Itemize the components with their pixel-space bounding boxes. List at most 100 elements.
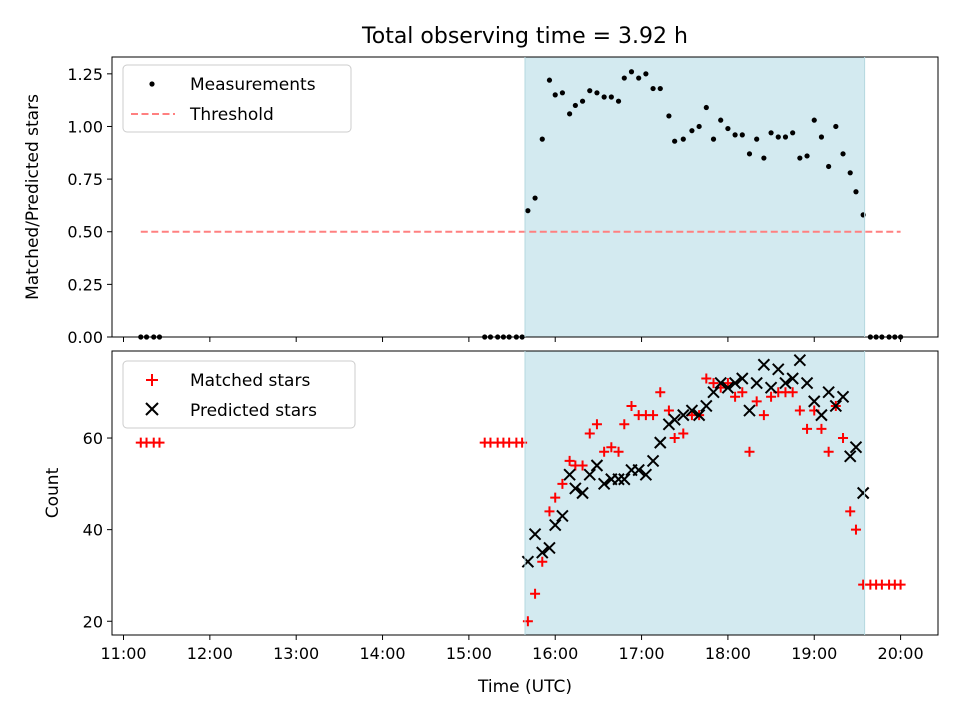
- bottom-panel: 11:00 12:00 13:00 14:00 15:00 16:00 17:00 18:00…: [43, 350, 939, 697]
- measurement-point: [718, 117, 724, 123]
- measurement-point: [608, 94, 614, 100]
- measurement-point: [761, 155, 767, 161]
- matched-star-point: [850, 524, 861, 535]
- matched-star-point: [626, 400, 637, 411]
- predicted-star-point: [685, 404, 699, 417]
- predicted-star-point: [569, 482, 582, 495]
- bottom-y-ticks: 20 40 60: [83, 429, 112, 631]
- y-tick-label: 0.25: [67, 275, 103, 294]
- measurement-point: [572, 102, 578, 109]
- predicted-star-point: [829, 399, 843, 413]
- measurement-point: [650, 85, 656, 92]
- matched-star-point: [550, 492, 561, 503]
- matched-star-point: [701, 373, 712, 384]
- predicted-star-point: [563, 468, 576, 481]
- measurement-point: [775, 134, 781, 140]
- predicted-star-point: [728, 376, 742, 390]
- measurement-point: [746, 151, 753, 157]
- matched-star-point: [606, 442, 617, 453]
- measurement-point: [628, 69, 635, 75]
- predicted-star-point: [808, 395, 821, 408]
- predicted-star-point: [772, 363, 785, 376]
- measurement-point: [680, 136, 686, 142]
- y-tick-label: 20: [83, 612, 103, 631]
- predicted-star-point: [646, 454, 660, 468]
- matched-star-point: [564, 455, 575, 466]
- predicted-star-point: [668, 413, 681, 426]
- matched-star-point: [823, 446, 834, 457]
- measurement-point: [826, 163, 832, 170]
- x-tick-label: 12:00: [187, 644, 233, 663]
- predicted-star-point: [793, 353, 807, 367]
- predicted-star-point: [549, 518, 562, 532]
- measurement-point: [601, 94, 607, 100]
- top-legend-box: [122, 64, 352, 133]
- predicted-star-point: [632, 463, 645, 477]
- top-x-ticks: [123, 337, 902, 342]
- measurement-point: [621, 75, 627, 81]
- predicted-star-point: [856, 486, 870, 500]
- x-tick-label: 20:00: [878, 644, 924, 663]
- matched-star-point: [802, 423, 813, 434]
- x-tick-label: 19:00: [791, 644, 837, 663]
- measurement-point: [657, 85, 663, 92]
- measurement-point: [546, 77, 553, 83]
- predicted-star-point: [700, 399, 713, 413]
- measurement-point: [847, 170, 853, 176]
- measurement-point: [782, 134, 789, 140]
- measurement-point: [594, 90, 600, 96]
- predicted-star-point: [612, 473, 625, 486]
- measurement-point: [552, 92, 558, 98]
- bottom-legend: Matched stars Predicted stars: [122, 360, 356, 429]
- matched-star-point: [730, 391, 741, 402]
- measurement-point: [768, 130, 774, 136]
- matched-star-point: [845, 506, 856, 517]
- matched-star-point: [619, 419, 630, 430]
- predicted-star-point: [583, 468, 596, 481]
- measurement-point: [539, 136, 545, 142]
- predicted-star-point: [536, 546, 549, 559]
- predicted-star-point: [844, 450, 857, 463]
- y-tick-label: 60: [83, 429, 103, 448]
- y-tick-label: 0.00: [67, 328, 103, 347]
- bottom-shaded-region: [525, 351, 865, 635]
- figure-title: Total observing time = 3.92 h: [361, 24, 688, 49]
- measurement-point: [710, 136, 717, 142]
- matched-star-point: [895, 579, 906, 590]
- predicted-star-point: [590, 459, 604, 472]
- predicted-star-point: [692, 408, 706, 422]
- predicted-star-point: [750, 376, 763, 390]
- legend-label-matched: Matched stars: [190, 371, 310, 391]
- y-tick-label: 1.00: [67, 117, 103, 136]
- predicted-star-point: [576, 486, 589, 500]
- predicted-star-point: [707, 386, 720, 399]
- matched-star-point: [537, 556, 548, 567]
- matched-star-point: [708, 378, 719, 389]
- measurement-point: [833, 123, 839, 130]
- measurement-point: [703, 104, 709, 111]
- legend-marker-matched: [146, 374, 158, 386]
- predicted-star-point: [757, 358, 771, 371]
- measurement-point: [754, 136, 760, 142]
- matched-star-point: [591, 419, 602, 430]
- bottom-legend-box: [122, 360, 356, 429]
- measurement-point: [790, 130, 796, 136]
- predicted-star-point: [721, 381, 735, 394]
- measurement-point: [643, 71, 649, 77]
- matched-star-point: [613, 446, 624, 457]
- measurement-point: [587, 88, 593, 94]
- measurement-point: [818, 134, 825, 140]
- matched-star-point: [557, 478, 568, 489]
- matched-star-point: [766, 391, 777, 402]
- matched-star-point: [648, 410, 659, 421]
- measurement-point: [811, 117, 817, 123]
- matched-star-point: [584, 428, 595, 439]
- matched-star-point: [530, 588, 541, 599]
- y-tick-label: 0.50: [67, 223, 103, 242]
- matched-star-point: [655, 387, 666, 398]
- legend-label-measurements: Measurements: [190, 75, 316, 95]
- matched-star-point: [737, 387, 748, 398]
- measurement-point: [725, 125, 731, 132]
- predicted-star-point: [736, 372, 749, 385]
- predicted-star-point: [743, 404, 756, 417]
